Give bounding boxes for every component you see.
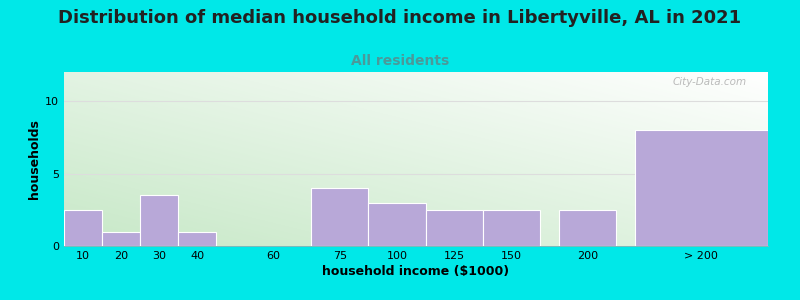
Bar <box>426 210 482 246</box>
Bar <box>178 232 216 246</box>
Bar <box>102 232 140 246</box>
Bar <box>64 210 102 246</box>
Bar <box>635 130 768 246</box>
Bar <box>482 210 540 246</box>
Text: City-Data.com: City-Data.com <box>673 77 747 87</box>
X-axis label: household income ($1000): household income ($1000) <box>322 265 510 278</box>
Y-axis label: households: households <box>28 119 41 199</box>
Bar <box>369 202 426 246</box>
Text: All residents: All residents <box>351 54 449 68</box>
Bar <box>558 210 616 246</box>
Text: Distribution of median household income in Libertyville, AL in 2021: Distribution of median household income … <box>58 9 742 27</box>
Bar <box>311 188 369 246</box>
Bar <box>140 195 178 246</box>
